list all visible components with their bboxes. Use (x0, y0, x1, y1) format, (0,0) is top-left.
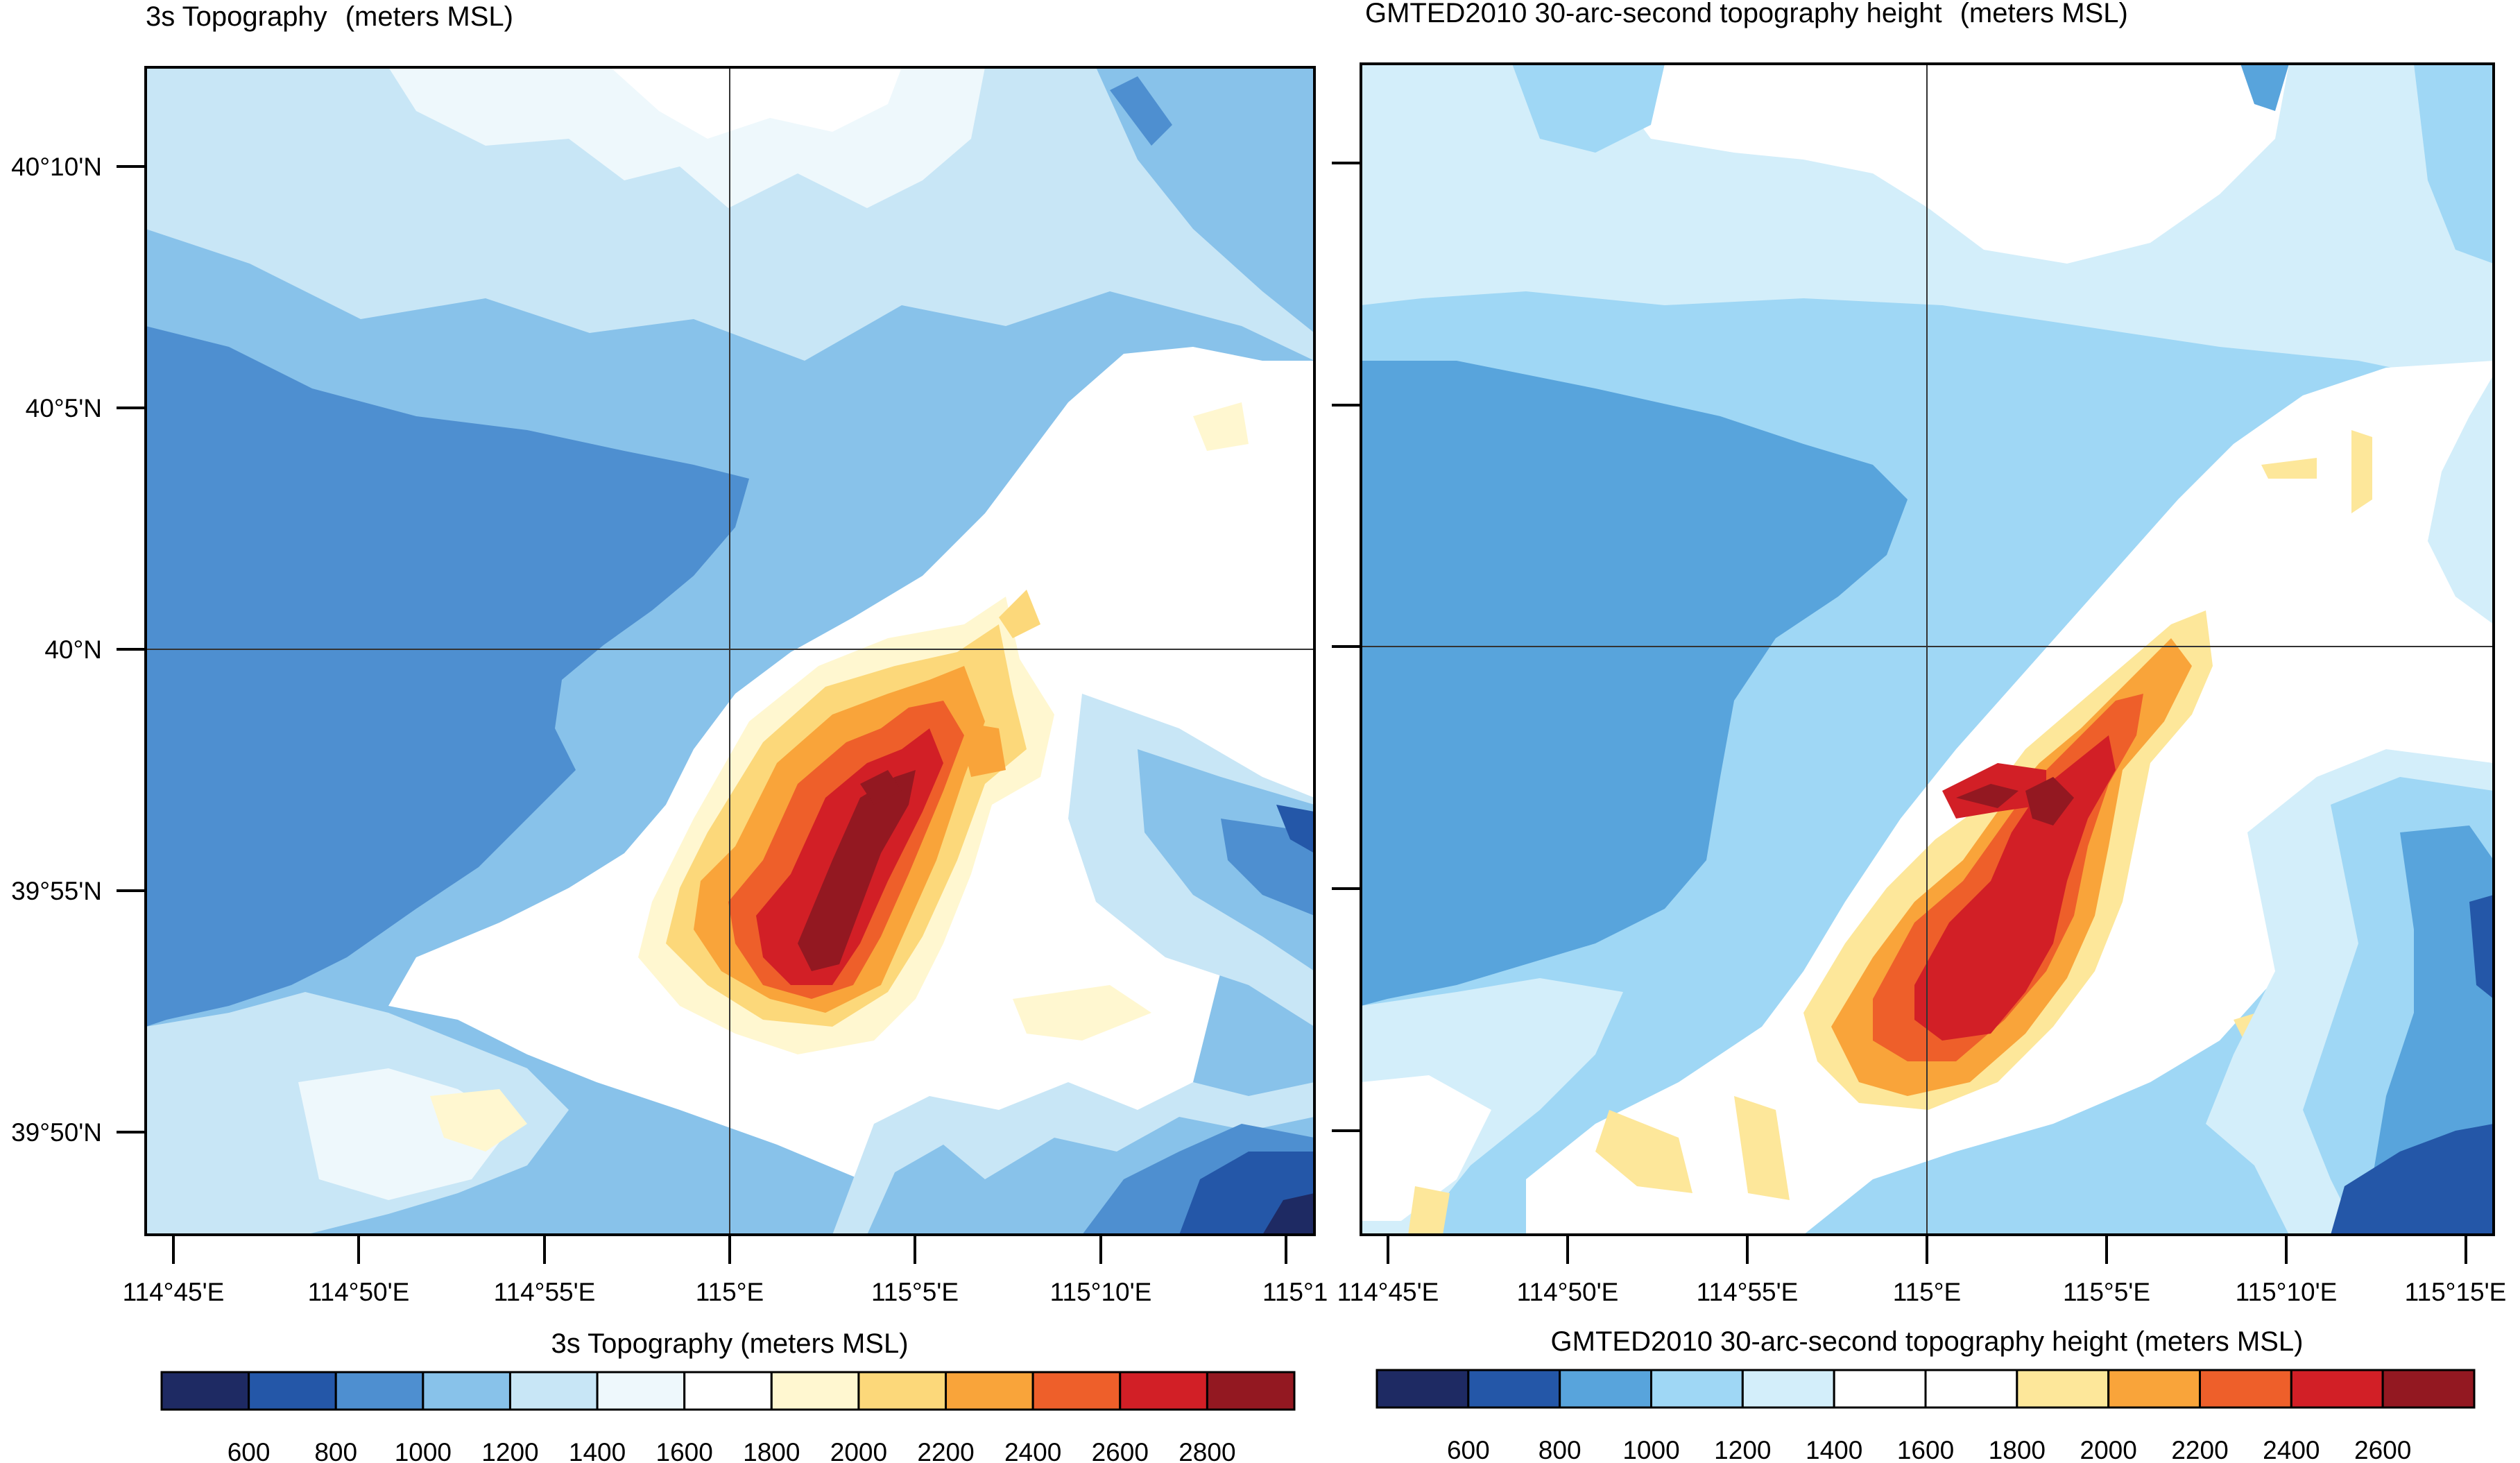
colorbar-tick-label: 1000 (1622, 1436, 1679, 1463)
colorbar-tick-label: 800 (1538, 1436, 1582, 1463)
right-basin (1361, 361, 1908, 1006)
colorbar-swatch (1375, 1369, 1470, 1409)
colorbar-tick-label: 2200 (2171, 1436, 2228, 1463)
lon-label: 115°1 (1262, 1278, 1328, 1306)
colorbar-tick-label: 1400 (1806, 1436, 1862, 1463)
left-colorbar (160, 1371, 1296, 1411)
colorbar-swatch (1559, 1369, 1653, 1409)
colorbar-swatch (596, 1371, 686, 1411)
lon-label: 115°10'E (2236, 1278, 2338, 1306)
lon-label: 114°50'E (1517, 1278, 1619, 1306)
lon-label: 114°55'E (494, 1278, 596, 1306)
colorbar-swatch (1031, 1371, 1122, 1411)
colorbar-tick-label: 2800 (1178, 1438, 1235, 1463)
colorbar-swatch (770, 1371, 860, 1411)
colorbar-tick-label: 2000 (2080, 1436, 2137, 1463)
left-lat-ticks (117, 165, 146, 1133)
colorbar-swatch (508, 1371, 599, 1411)
colorbar-tick-label: 2400 (1004, 1438, 1061, 1463)
left-graticule (146, 67, 1314, 1235)
colorbar-swatch (1741, 1369, 1835, 1409)
colorbar-tick-label: 2400 (2263, 1436, 2320, 1463)
colorbar-swatch (422, 1371, 511, 1411)
colorbar-tick-label: 1200 (481, 1438, 538, 1463)
colorbar-tick-label: 2000 (830, 1438, 887, 1463)
colorbar-tick-label: 1800 (743, 1438, 800, 1463)
colorbar-swatch (683, 1371, 773, 1411)
lon-label: 115°10'E (1050, 1278, 1152, 1306)
lon-label: 115°5'E (871, 1278, 959, 1306)
colorbar-tick-label: 1200 (1714, 1436, 1771, 1463)
colorbar-swatch (248, 1371, 337, 1411)
lon-label: 114°55'E (1697, 1278, 1799, 1306)
colorbar-tick-label: 1800 (1989, 1436, 2046, 1463)
colorbar-swatch (334, 1371, 425, 1411)
lat-label: 40°10'N (11, 153, 102, 181)
lat-label: 40°5'N (26, 394, 102, 422)
right-lat-ticks (1332, 162, 1361, 1132)
colorbar-swatch (2199, 1369, 2292, 1409)
colorbar-swatch (945, 1371, 1034, 1411)
colorbar-tick-label: 800 (314, 1438, 357, 1463)
lon-label: 114°45'E (123, 1278, 225, 1306)
colorbar-tick-label: 1000 (395, 1438, 452, 1463)
colorbar-swatch (1206, 1371, 1296, 1411)
colorbar-swatch (1924, 1369, 2018, 1409)
colorbar-tick-label: 2600 (2354, 1436, 2411, 1463)
colorbar-swatch (1833, 1369, 1927, 1409)
lat-label: 39°55'N (11, 877, 102, 905)
colorbar-swatch (1467, 1369, 1561, 1409)
colorbar-tick-label: 2200 (917, 1438, 974, 1463)
colorbar-swatch (160, 1371, 250, 1411)
colorbar-tick-label: 600 (228, 1438, 271, 1463)
lon-label: 115°E (1893, 1278, 1961, 1306)
lon-label: 114°50'E (308, 1278, 410, 1306)
lat-label: 39°50'N (11, 1118, 102, 1147)
right-colorbar (1375, 1369, 2476, 1409)
colorbar-swatch (2107, 1369, 2202, 1409)
left-colorbar-title: 3s Topography (meters MSL) (551, 1328, 908, 1359)
left-map-title: 3s Topography (meters MSL) (146, 1, 513, 32)
left-lon-ticks (172, 1235, 1287, 1264)
right-graticule (1361, 64, 2494, 1235)
lon-label: 114°45'E (1337, 1278, 1439, 1306)
colorbar-tick-label: 2600 (1092, 1438, 1149, 1463)
lon-label: 115°E (696, 1278, 764, 1306)
right-map-title: GMTED2010 30-arc-second topography heigh… (1365, 0, 2128, 28)
right-lon-ticks (1387, 1235, 2467, 1264)
left-basin (146, 326, 749, 1027)
colorbar-tick-label: 600 (1447, 1436, 1490, 1463)
colorbar-swatch (2016, 1369, 2110, 1409)
lon-label: 115°5'E (2063, 1278, 2150, 1306)
lon-label: 115°15'E (2405, 1278, 2507, 1306)
colorbar-tick-label: 1400 (569, 1438, 626, 1463)
colorbar-swatch (2290, 1369, 2384, 1409)
colorbar-swatch (2381, 1369, 2476, 1409)
lat-label: 40°N (44, 635, 102, 664)
colorbar-swatch (1650, 1369, 1744, 1409)
right-colorbar-title: GMTED2010 30-arc-second topography heigh… (1551, 1326, 2304, 1357)
colorbar-tick-label: 1600 (1897, 1436, 1954, 1463)
colorbar-swatch (857, 1371, 948, 1411)
colorbar-tick-label: 1600 (656, 1438, 713, 1463)
colorbar-swatch (1119, 1371, 1208, 1411)
